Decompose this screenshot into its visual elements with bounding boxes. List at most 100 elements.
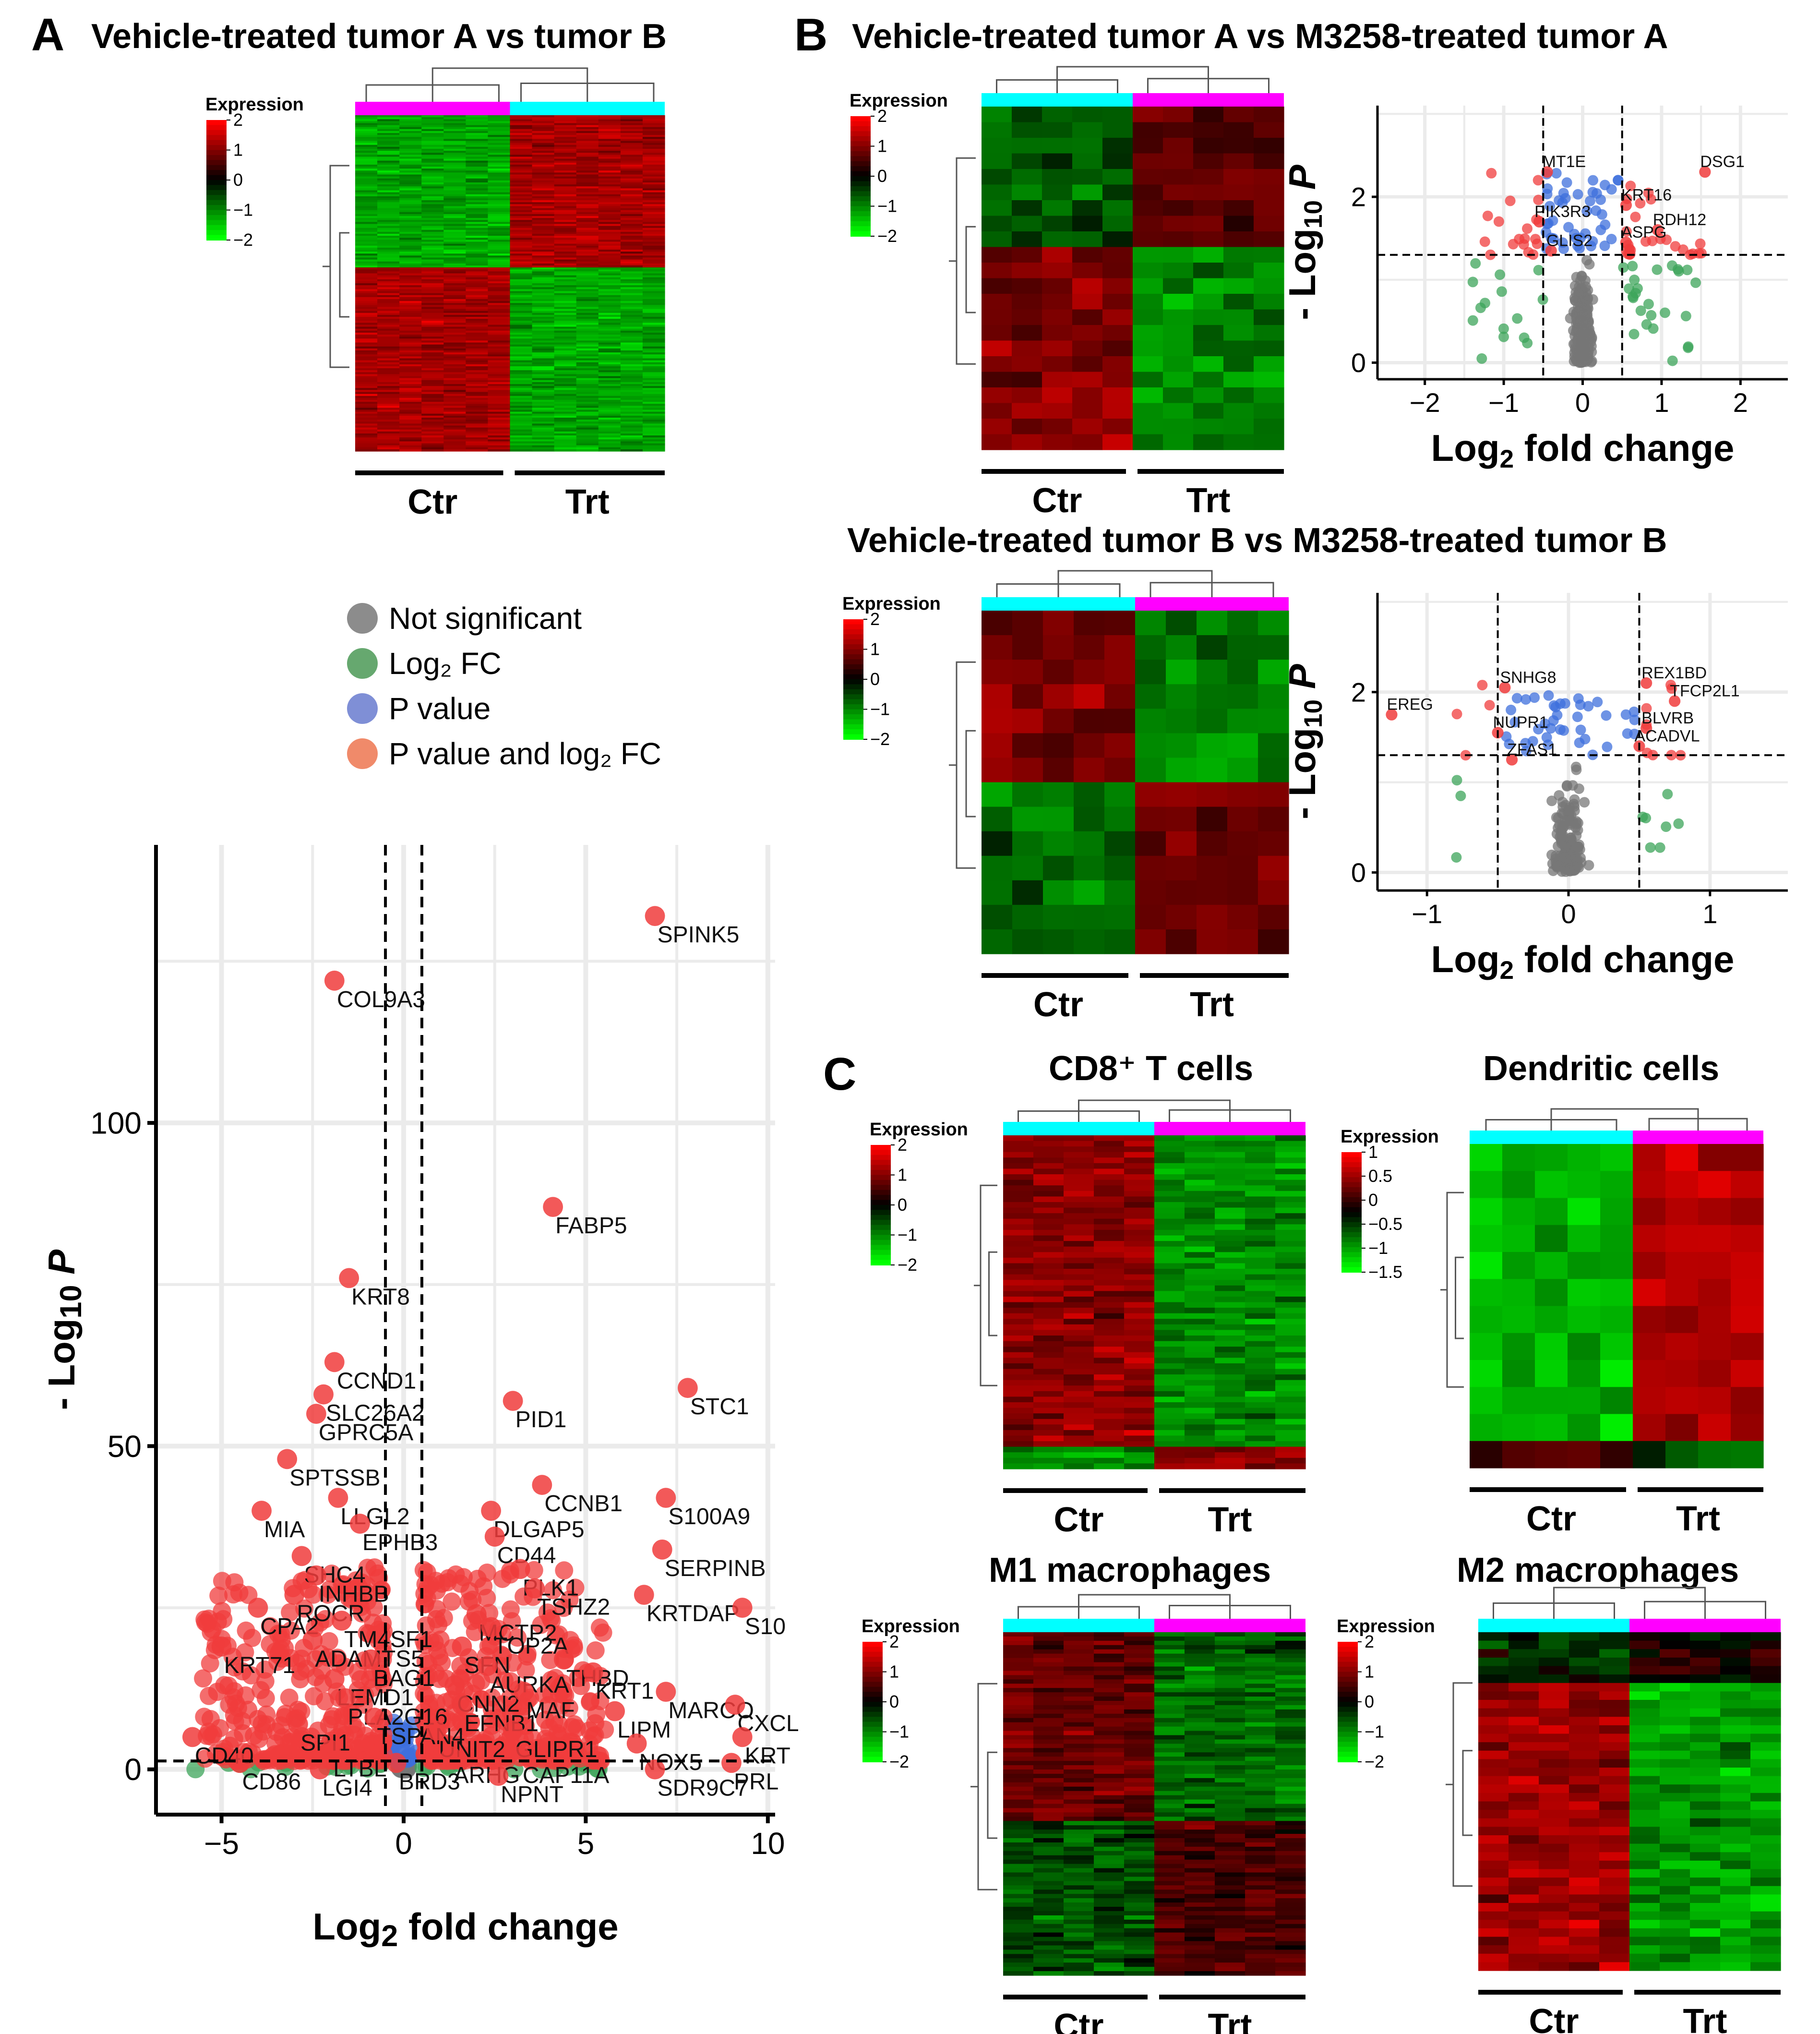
heatmap-cell xyxy=(1094,1748,1125,1753)
ctr-group-label: Ctr xyxy=(1054,2007,1104,2034)
heatmap-cell xyxy=(1185,1313,1215,1319)
heatmap-cell xyxy=(1154,1358,1185,1364)
heatmap-cell xyxy=(1478,1708,1509,1717)
heatmap-cell xyxy=(443,125,466,128)
heatmap-cell xyxy=(1750,1666,1781,1675)
heatmap-cell xyxy=(598,346,621,349)
heatmap-cell xyxy=(1600,1387,1633,1415)
heatmap-cell xyxy=(399,441,422,444)
heatmap-cell xyxy=(1094,1374,1125,1381)
heatmap-cell xyxy=(466,247,489,250)
heatmap-cell xyxy=(1124,1958,1155,1963)
heatmap-cell xyxy=(1003,1671,1034,1675)
heatmap-cell xyxy=(355,198,378,201)
heatmap-cell xyxy=(554,305,577,308)
heatmap-cell xyxy=(355,224,378,227)
heatmap-cell xyxy=(554,131,577,133)
heatmap-cell xyxy=(377,259,400,262)
heatmap-cell xyxy=(642,247,665,250)
heatmap-cell xyxy=(1227,929,1258,954)
heatmap-cell xyxy=(399,406,422,409)
heatmap-cell xyxy=(642,350,665,353)
heatmap-cell xyxy=(421,378,444,381)
heatmap-cell xyxy=(377,252,400,254)
heatmap-cell xyxy=(1094,1224,1125,1230)
heatmap-cell xyxy=(982,231,1012,248)
heatmap-cell xyxy=(443,305,466,308)
heatmap-cell xyxy=(421,252,444,254)
heatmap-cell xyxy=(399,117,422,120)
heatmap-cell xyxy=(1478,1886,1509,1895)
heatmap-cell xyxy=(598,275,621,278)
heatmap-cell xyxy=(377,376,400,379)
heatmap-cell xyxy=(1154,1834,1185,1839)
heatmap-cell xyxy=(576,396,599,398)
heatmap-cell xyxy=(576,350,599,353)
heatmap-cell xyxy=(576,364,599,367)
heatmap-cell xyxy=(1245,1877,1276,1881)
heatmap-cell xyxy=(532,427,555,430)
heatmap-cell xyxy=(421,415,444,418)
legend-color-step xyxy=(843,729,863,735)
heatmap-cell xyxy=(598,139,621,142)
heatmap-cell xyxy=(1064,1152,1094,1158)
heatmap-cell xyxy=(466,125,489,128)
heatmap-cell xyxy=(355,241,378,244)
heatmap-cell xyxy=(598,279,621,282)
heatmap-cell xyxy=(532,415,555,418)
heatmap-cell xyxy=(1539,1750,1569,1759)
heatmap-cell xyxy=(1245,1308,1276,1314)
heatmap-cell xyxy=(1254,294,1284,310)
heatmap-cell xyxy=(1509,1700,1539,1709)
heatmap-cell xyxy=(355,321,378,323)
heatmap-cell xyxy=(642,441,665,444)
heatmap-cell xyxy=(598,212,621,215)
heatmap-cell xyxy=(1599,1911,1630,1920)
heatmap-cell xyxy=(598,342,621,345)
heatmap-cell xyxy=(355,427,378,430)
heatmap-cell xyxy=(1154,1385,1185,1392)
heatmap-cell xyxy=(1185,1213,1215,1219)
heatmap-cell xyxy=(1003,1962,1034,1967)
heatmap-cell xyxy=(1064,1902,1094,1907)
heatmap-cell xyxy=(1154,1907,1185,1912)
heatmap-cell xyxy=(642,190,665,193)
heatmap-cell xyxy=(620,252,643,254)
heatmap-cell xyxy=(1215,1718,1245,1723)
heatmap-cell xyxy=(1064,1971,1094,1976)
heatmap-cell xyxy=(466,190,489,193)
heatmap-cell xyxy=(1033,1726,1064,1732)
heatmap-cell xyxy=(466,399,489,402)
heatmap-cell xyxy=(1215,1877,1245,1881)
heatmap-cell xyxy=(1509,1674,1539,1684)
heatmap-cell xyxy=(1633,1387,1666,1415)
heatmap-cell xyxy=(488,133,511,135)
legend-tick-label: 1 xyxy=(889,1662,899,1682)
heatmap-cell xyxy=(355,388,378,390)
heatmap-cell xyxy=(642,277,665,280)
heatmap-cell xyxy=(488,287,511,289)
heatmap-cell xyxy=(377,397,400,400)
heatmap-cell xyxy=(1275,1817,1306,1821)
heatmap-cell xyxy=(1227,880,1258,905)
heatmap-cell xyxy=(443,210,466,213)
heatmap-cell xyxy=(1003,1280,1034,1286)
heatmap-cell xyxy=(1629,1894,1660,1903)
legend-color-step xyxy=(862,1721,883,1728)
heatmap-cell xyxy=(1124,1919,1155,1925)
heatmap-cell xyxy=(1064,1308,1094,1314)
heatmap-cell xyxy=(1124,1902,1155,1907)
heatmap-cell xyxy=(532,443,555,446)
heatmap-cell xyxy=(1245,1859,1276,1865)
heatmap-cell xyxy=(377,125,400,128)
heatmap-cell xyxy=(576,354,599,357)
heatmap-cell xyxy=(1215,1688,1245,1693)
heatmap-cell xyxy=(598,174,621,177)
heatmap-cell xyxy=(510,218,533,220)
heatmap-cell xyxy=(554,295,577,298)
heatmap-cell xyxy=(554,326,577,329)
heatmap-cell xyxy=(355,275,378,278)
heatmap-cell xyxy=(1215,1795,1245,1800)
legend-color-step xyxy=(850,221,871,227)
